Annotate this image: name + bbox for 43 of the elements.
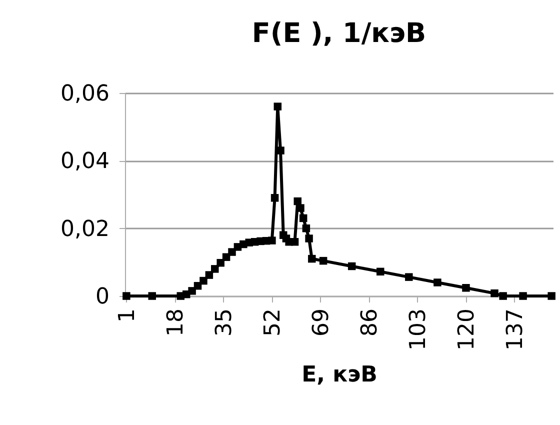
point <box>305 234 313 242</box>
x-tick-label: 103 <box>406 308 431 350</box>
point <box>405 273 413 281</box>
point <box>462 284 470 292</box>
point <box>222 253 230 261</box>
point <box>216 258 224 267</box>
point <box>228 248 236 256</box>
point <box>376 268 384 276</box>
x-tick-label: 137 <box>502 308 528 350</box>
x-tick-label: 52 <box>260 308 286 336</box>
x-axis-title: E, кэВ <box>302 362 378 388</box>
point <box>308 254 316 263</box>
point <box>299 214 308 222</box>
point <box>211 265 219 273</box>
y-tick-label: 0,04 <box>60 149 110 174</box>
x-tick-label: 1 <box>114 308 140 322</box>
point <box>548 292 556 300</box>
x-tick-label: 69 <box>308 308 334 336</box>
point <box>268 236 276 244</box>
point <box>270 194 279 202</box>
point <box>490 289 498 298</box>
point <box>122 292 130 300</box>
point <box>188 287 196 295</box>
point <box>200 276 208 285</box>
point <box>319 256 328 265</box>
point <box>148 292 156 300</box>
point <box>274 102 282 110</box>
x-tick-label: 18 <box>163 308 188 336</box>
point <box>434 278 442 286</box>
point <box>519 292 527 300</box>
y-tick-label: 0,02 <box>60 216 110 242</box>
x-tick-label: 86 <box>357 308 382 336</box>
point <box>276 146 284 154</box>
point <box>348 262 356 270</box>
x-tick-label: 120 <box>454 308 480 350</box>
point <box>290 238 299 246</box>
y-tick-label: 0,06 <box>60 82 110 106</box>
y-tick-label: 0 <box>96 284 110 310</box>
point <box>205 271 214 279</box>
point <box>302 224 310 232</box>
point <box>499 292 507 300</box>
chart-title: F(E ), 1/кэВ <box>252 18 426 49</box>
x-tick-label: 35 <box>212 308 237 336</box>
